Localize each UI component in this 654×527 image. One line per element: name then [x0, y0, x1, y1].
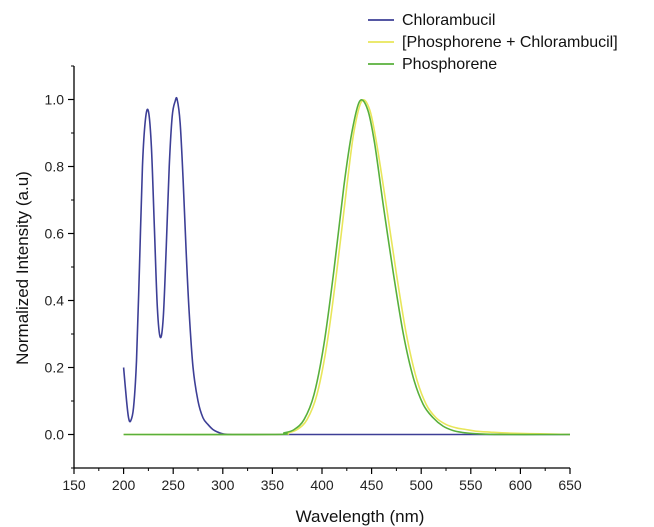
x-tick-label: 200 — [112, 477, 136, 493]
x-tick-label: 150 — [62, 477, 86, 493]
x-tick-label: 250 — [162, 477, 186, 493]
axes: 150 200 250 300 350 400 450 500 550 600 650 0.0 0.2 0… — [45, 65, 582, 493]
series-line-3 — [123, 99, 570, 436]
x-tick-label: 500 — [410, 477, 434, 493]
legend-label: Phosphorene — [402, 56, 497, 73]
y-tick-label: 0.0 — [45, 427, 65, 443]
x-axis-title: Wavelength (nm) — [296, 507, 425, 526]
x-tick-label: 450 — [360, 477, 384, 493]
x-tick-label: 650 — [558, 477, 582, 493]
y-tick-label: 0.8 — [45, 159, 65, 175]
series-line-2 — [123, 99, 571, 436]
x-tick-label: 350 — [261, 477, 285, 493]
y-tick-label: 1.0 — [45, 92, 65, 108]
x-tick-label: 400 — [310, 477, 334, 493]
y-tick-label: 0.2 — [45, 360, 65, 376]
legend-label: [Phosphorene + Chlorambucil] — [402, 34, 618, 51]
legend-label: Chlorambucil — [402, 12, 495, 29]
x-tick-label: 600 — [509, 477, 533, 493]
y-tick-label: 0.4 — [45, 293, 65, 309]
y-tick-label: 0.6 — [45, 226, 65, 242]
y-axis-title: Normalized Intensity (a.u) — [13, 171, 32, 365]
legend: Chlorambucil [Phosphorene + Chlorambucil]… — [368, 12, 618, 73]
x-tick-label: 550 — [459, 477, 483, 493]
series-line-1 — [122, 96, 570, 436]
x-tick-label: 300 — [211, 477, 235, 493]
series-layer — [122, 96, 571, 436]
